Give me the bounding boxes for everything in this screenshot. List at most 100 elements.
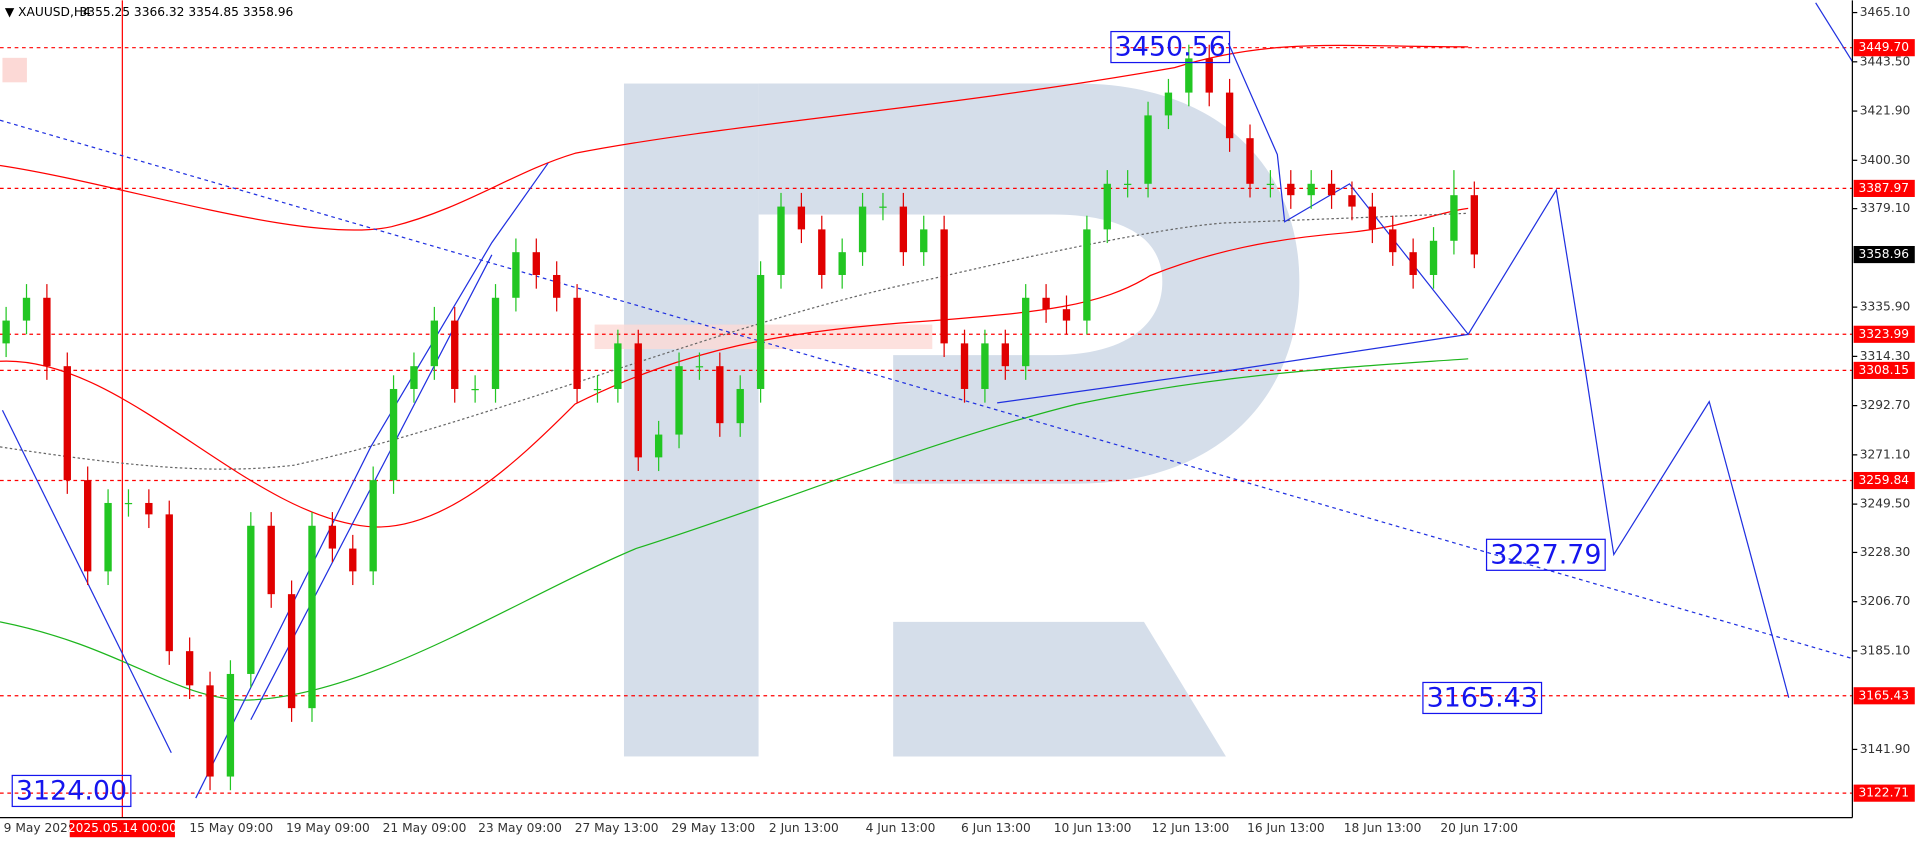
candle-body [247, 525, 255, 674]
zone [2, 57, 27, 83]
candle-body [1225, 92, 1234, 139]
annotation-box [1422, 681, 1543, 715]
time-label: 9 May 2025 [4, 821, 76, 835]
candle-body [491, 297, 500, 389]
candle-body [1307, 183, 1315, 196]
price-label: 3292.70 [1860, 398, 1911, 412]
candle-body [1185, 58, 1193, 93]
candle-body [981, 343, 989, 389]
candle-body [1246, 138, 1254, 184]
candle-body [84, 480, 92, 572]
level-tag [1853, 179, 1915, 197]
candle-body [1001, 343, 1009, 367]
price-label: 3465.10 [1860, 5, 1911, 19]
candle-body [1287, 183, 1295, 196]
candle-body [532, 252, 540, 275]
candle-body [226, 673, 235, 777]
level-tag [1853, 471, 1915, 490]
annotation: 3227.79 [1490, 539, 1601, 570]
candle-body [369, 480, 377, 572]
candle-body [756, 274, 765, 389]
candle-body [1042, 297, 1050, 310]
candle-body [920, 229, 928, 253]
candle-body [512, 252, 520, 298]
annotation-box [1485, 538, 1606, 571]
candle-body [1266, 183, 1275, 186]
candle-body [1429, 240, 1438, 275]
price-axis-bg [1852, 0, 1916, 818]
watermark [623, 83, 1300, 757]
candle-body [716, 366, 724, 424]
candle-body [287, 594, 296, 709]
candle-body [104, 502, 112, 572]
candle-body [1144, 115, 1152, 184]
candle-body [960, 343, 969, 389]
time-label: 19 May 09:00 [286, 821, 370, 835]
candle-body [451, 320, 459, 389]
level-label: 3308.15 [1858, 363, 1909, 377]
candle-body [1022, 297, 1030, 367]
candle-body [940, 229, 948, 344]
candle-body [818, 229, 826, 275]
level-tag [1853, 784, 1915, 802]
level-label: 3323.99 [1858, 327, 1909, 341]
candle-body [267, 525, 275, 595]
candle-body [1409, 252, 1417, 275]
level-tag [1853, 361, 1915, 379]
candle-body [471, 388, 479, 391]
candle-body [308, 525, 316, 709]
candle-body [1164, 92, 1173, 116]
current-price: 3358.96 [1858, 247, 1909, 261]
price-label: 3228.30 [1860, 545, 1911, 559]
candle-body [614, 343, 622, 389]
time-label: 10 Jun 13:00 [1054, 821, 1132, 835]
time-label: 20 Jun 17:00 [1440, 821, 1518, 835]
candle-body [593, 388, 602, 391]
price-label: 3185.10 [1860, 643, 1911, 657]
candle-body [1103, 183, 1111, 230]
candle-body [1083, 229, 1091, 321]
candle-body [1327, 183, 1336, 196]
price-label: 3443.50 [1860, 54, 1911, 68]
price-label: 3314.30 [1860, 349, 1911, 363]
level-label: 3122.71 [1858, 786, 1909, 800]
annotation: 3165.43 [1427, 682, 1538, 713]
level-tag [1853, 325, 1915, 343]
candle-body [410, 366, 418, 389]
candle-body [573, 297, 581, 389]
candle-body [634, 343, 642, 458]
candle-body [43, 297, 51, 367]
candle-body [675, 366, 683, 435]
candle-body [22, 297, 31, 321]
candle-body [430, 320, 439, 367]
level-label: 3387.97 [1858, 181, 1909, 195]
candle-body [1470, 195, 1478, 255]
time-label: 12 Jun 13:00 [1152, 821, 1230, 835]
time-tag [69, 820, 175, 838]
candle-body [1205, 58, 1213, 93]
time-label: 27 May 13:00 [575, 821, 659, 835]
candle-body [858, 206, 867, 253]
candle-body [1450, 195, 1458, 241]
candle-body [1123, 183, 1132, 186]
time-label: 2025.05.14 00:00 [68, 821, 177, 835]
candle-body [2, 320, 10, 344]
candle-body [389, 388, 398, 481]
price-label: 3249.50 [1860, 497, 1911, 511]
candle-body [1062, 309, 1071, 321]
candle-body [185, 651, 194, 686]
candle-body [654, 434, 663, 458]
time-label: 29 May 13:00 [671, 821, 755, 835]
price-label: 3206.70 [1860, 594, 1911, 608]
symbol: ▼ XAUUSD,H4 [5, 5, 91, 19]
price-label: 3400.30 [1860, 153, 1911, 167]
candle-body [1368, 206, 1377, 230]
annotation-box [11, 774, 132, 808]
candle-body [695, 366, 704, 368]
level-tag [1853, 39, 1915, 57]
candle-body [899, 206, 908, 253]
candle-body [328, 525, 337, 549]
time-label: 4 Jun 13:00 [866, 821, 936, 835]
candle-body [838, 252, 846, 275]
